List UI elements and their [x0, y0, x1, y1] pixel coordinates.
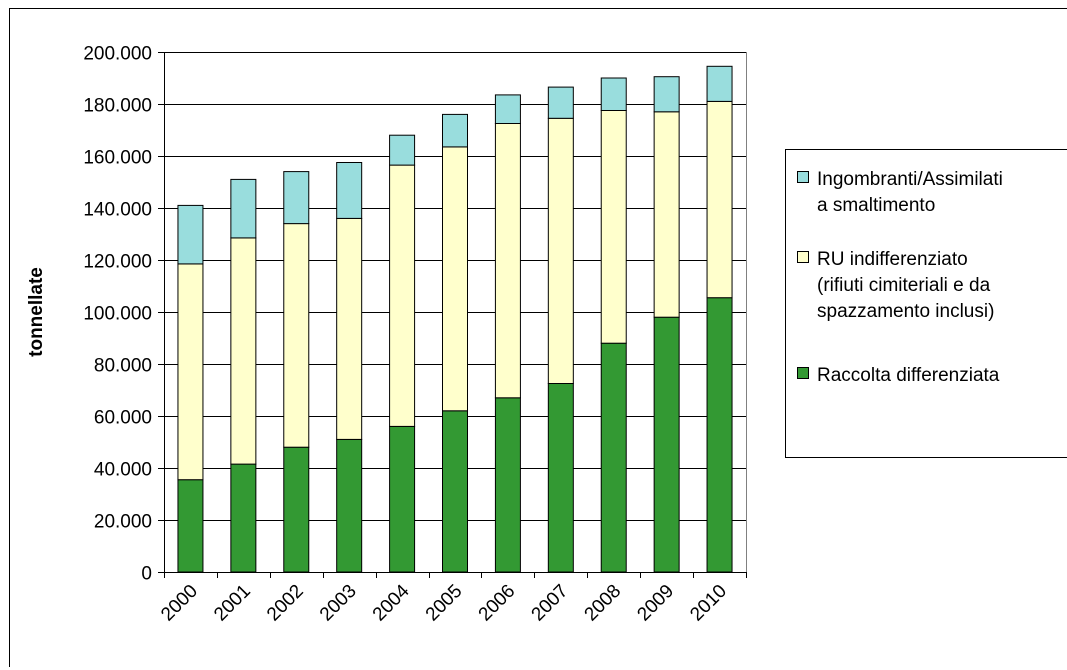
bar-segment [653, 111, 680, 318]
bar-segment [653, 316, 680, 573]
legend-label: RU indifferenziato [817, 249, 968, 270]
bar-segment [177, 263, 204, 481]
x-tick-label: 2002 [263, 581, 308, 626]
bar-segment [600, 77, 627, 111]
legend-box [785, 149, 1067, 458]
chart-frame: 0 20.000 40.000 60.000 80.000 100.000 120.000 1… [9, 8, 1067, 667]
bar-segment [336, 217, 363, 440]
legend: Ingombranti/Assimilati a smaltimento RU in… [785, 149, 1067, 458]
x-tick-label: 2009 [633, 581, 678, 626]
bar-segment [494, 123, 521, 399]
tick-labels: 0 20.000 40.000 60.000 80.000 100.000 120.000 1… [83, 44, 731, 626]
bar-segment [547, 383, 574, 573]
y-tick-label: 140.000 [83, 200, 152, 221]
x-tick-label: 2005 [422, 581, 467, 626]
bar-segment [283, 223, 310, 448]
y-tick-label: 80.000 [94, 356, 152, 377]
legend-label: Raccolta differenziata [817, 365, 1000, 386]
y-tick-label: 20.000 [94, 512, 152, 533]
legend-swatch [797, 367, 809, 379]
legend-label: (rifiuti cimiteriali e da [817, 275, 991, 296]
x-tick-label: 2000 [157, 581, 202, 626]
y-tick-label: 180.000 [83, 96, 152, 117]
bar-segment [389, 425, 416, 573]
bar-segment [653, 76, 680, 113]
bar-segment [336, 162, 363, 219]
bar-segment [442, 113, 468, 148]
x-tick-label: 2007 [528, 581, 573, 626]
x-tick-label: 2006 [475, 581, 520, 626]
bar-segment [494, 397, 521, 573]
legend-label: Ingombranti/Assimilati [817, 169, 1003, 190]
x-tick-label: 2010 [686, 581, 731, 626]
x-tick-label: 2004 [369, 580, 414, 625]
bar-segment [706, 65, 733, 102]
legend-label: a smaltimento [817, 195, 935, 216]
legend-swatch [797, 251, 809, 263]
bar-segment [389, 134, 416, 166]
bar-segment [442, 410, 468, 573]
bar-segment [442, 146, 468, 412]
y-tick-label: 200.000 [83, 44, 152, 65]
x-tick-label: 2001 [210, 581, 255, 626]
bar-segment [283, 171, 310, 225]
bar-segment [336, 438, 363, 573]
stacked-bar-chart: 0 20.000 40.000 60.000 80.000 100.000 120.000 1… [26, 44, 1067, 626]
legend-swatch [797, 171, 809, 183]
bars [177, 65, 733, 573]
y-tick-label: 160.000 [83, 148, 152, 169]
bar-segment [177, 479, 204, 573]
y-tick-label: 60.000 [94, 408, 152, 429]
bar-segment [706, 100, 733, 299]
bar-segment [177, 204, 204, 265]
y-tick-label: 100.000 [83, 304, 152, 325]
legend-label: spazzamento inclusi) [817, 301, 994, 322]
bar-segment [389, 164, 416, 427]
bar-segment [600, 110, 627, 344]
x-tick-label: 2008 [581, 581, 626, 626]
bar-segment [547, 117, 574, 385]
bar-segment [230, 237, 257, 465]
bar-segment [547, 86, 574, 119]
y-tick-label: 40.000 [94, 460, 152, 481]
y-tick-label: 0 [141, 564, 152, 585]
bar-segment [494, 94, 521, 125]
y-axis-label: tonnellate [26, 267, 47, 357]
axes [158, 52, 747, 578]
bar-segment [283, 446, 310, 573]
y-tick-label: 120.000 [83, 252, 152, 273]
bar-segment [706, 297, 733, 573]
bar-segment [230, 178, 257, 239]
bar-segment [230, 463, 257, 573]
bar-segment [600, 342, 627, 573]
x-tick-label: 2003 [316, 581, 361, 626]
